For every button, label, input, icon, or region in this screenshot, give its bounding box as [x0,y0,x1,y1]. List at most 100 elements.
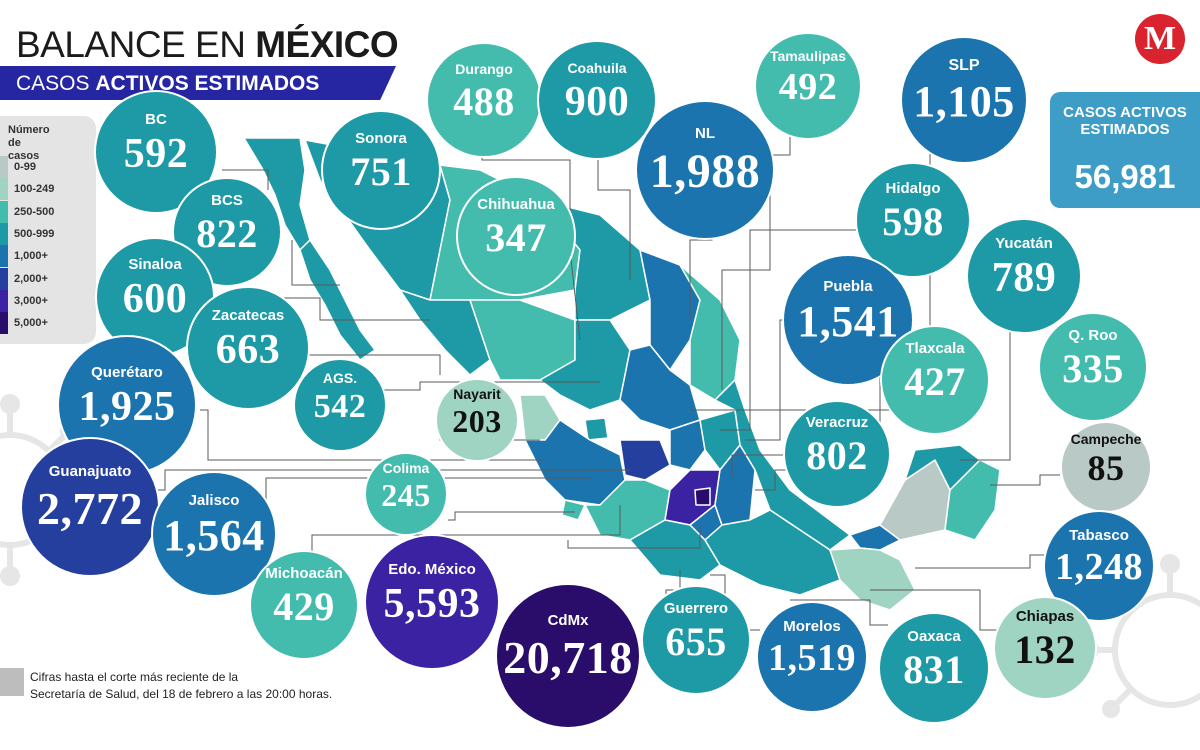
state-name: SLP [948,56,980,74]
legend-label: 500-999 [14,227,55,240]
legend-swatch [0,156,8,178]
map-cdmx [694,487,711,506]
legend-swatch [0,222,8,245]
logo-letter: M [1143,20,1177,57]
map-ags [584,417,609,441]
state-bubble: Durango 488 [426,42,542,158]
state-bubble: Campeche 85 [1060,421,1152,513]
title-bold: MÉXICO [255,24,399,65]
state-name: Tlaxcala [905,340,965,358]
state-value: 1,988 [649,145,761,199]
legend-title-line2: de [8,137,21,149]
state-bubble: NL 1,988 [635,100,775,240]
state-bubble: Coahuila 900 [537,40,657,160]
legend-label: 1,000+ [14,250,48,263]
state-name: Q. Roo [1068,327,1118,345]
legend-item: 0-99 [0,156,36,178]
state-name: Chiapas [1015,608,1075,626]
legend [0,116,96,344]
state-value: 85 [1087,448,1125,489]
map-veracruz [714,379,851,551]
state-name: Yucatán [995,234,1053,252]
legend-label: 5,000+ [14,317,48,330]
state-name: Chihuahua [477,196,555,214]
state-bubble: Zacatecas 663 [186,286,310,410]
state-name: Campeche [1070,430,1142,447]
state-name: Edo. México [388,560,476,578]
map-queretaro [669,419,706,471]
state-value: 663 [215,327,281,374]
state-bubble: Michoacán 429 [249,550,359,660]
state-name: Tabasco [1069,527,1129,545]
total-box [1050,92,1200,208]
legend-title: Número de casos [8,124,50,163]
state-bubble: Guerrero 655 [641,585,751,695]
map-jalisco [524,419,626,506]
state-bubble: Yucatán 789 [966,218,1082,334]
state-name: Coahuila [567,59,627,76]
total-label-line1: CASOS ACTIVOS [1063,104,1187,121]
state-value: 132 [1014,627,1076,673]
state-value: 1,105 [913,77,1015,127]
legend-item: 2,000+ [0,267,48,290]
legend-item: 250-500 [0,200,54,223]
state-bubble: Edo. México 5,593 [364,534,500,670]
state-bubble: Veracruz 802 [783,400,891,508]
state-value: 2,772 [37,483,143,535]
state-bubble: Colima 245 [364,452,448,536]
legend-swatch [0,312,8,335]
state-name: AGS. [322,369,358,386]
state-name: BCS [211,192,243,210]
total-label-line2: ESTIMADOS [1080,121,1170,138]
state-value: 802 [806,433,868,479]
state-value: 1,925 [78,384,176,431]
state-value: 1,248 [1055,546,1143,589]
state-value: 542 [313,388,367,426]
state-value: 900 [564,79,630,126]
state-bubble: AGS. 542 [293,358,387,452]
state-bubble: CdMx 20,718 [495,583,641,729]
legend-title-line1: Número [8,124,50,136]
state-name: Sonora [355,130,407,148]
legend-swatch [0,200,8,223]
subtitle: CASOS ACTIVOS ESTIMADOS [16,72,319,96]
state-bubble: Puebla 1,541 [782,254,914,386]
map-bcs [299,239,376,361]
state-value: 245 [381,477,431,514]
legend-label: 100-249 [14,183,55,196]
state-bubble: Chiapas 132 [993,596,1097,700]
map-qroo [944,459,1001,541]
milenio-logo: M [1135,14,1185,64]
subtitle-bar [0,66,396,100]
state-value: 751 [350,149,412,195]
state-value: 789 [991,255,1057,302]
state-value: 20,718 [503,632,633,684]
state-name: Veracruz [805,414,869,432]
state-value: 427 [904,359,966,405]
legend-swatch [0,245,8,268]
legend-item: 500-999 [0,222,55,245]
state-bubble: Sonora 751 [321,110,441,230]
legend-item: 100-249 [0,178,55,201]
state-value: 831 [903,647,965,693]
state-bubble: Tamaulipas 492 [754,32,862,140]
state-bubble: Guanajuato 2,772 [20,437,160,577]
state-name: Guanajuato [48,463,132,481]
subtitle-plain: CASOS [16,72,96,95]
map-oaxaca [704,509,841,596]
state-value: 1,519 [768,637,856,680]
state-name: Oaxaca [907,628,961,646]
footnote: Cifras hasta el corte más reciente de la… [30,669,380,703]
state-name: Sinaloa [128,255,182,273]
state-name: Michoacán [265,565,343,583]
state-bubble: SLP 1,105 [900,36,1028,164]
state-name: Querétaro [91,363,163,381]
state-name: Jalisco [188,491,240,509]
state-name: Guerrero [663,600,729,618]
state-value: 592 [123,131,189,178]
state-name: Nayarit [453,386,501,403]
legend-label: 0-99 [14,161,37,173]
footnote-swatch [0,668,24,696]
state-bubble: Nayarit 203 [435,378,519,462]
state-name: BC [145,110,167,128]
